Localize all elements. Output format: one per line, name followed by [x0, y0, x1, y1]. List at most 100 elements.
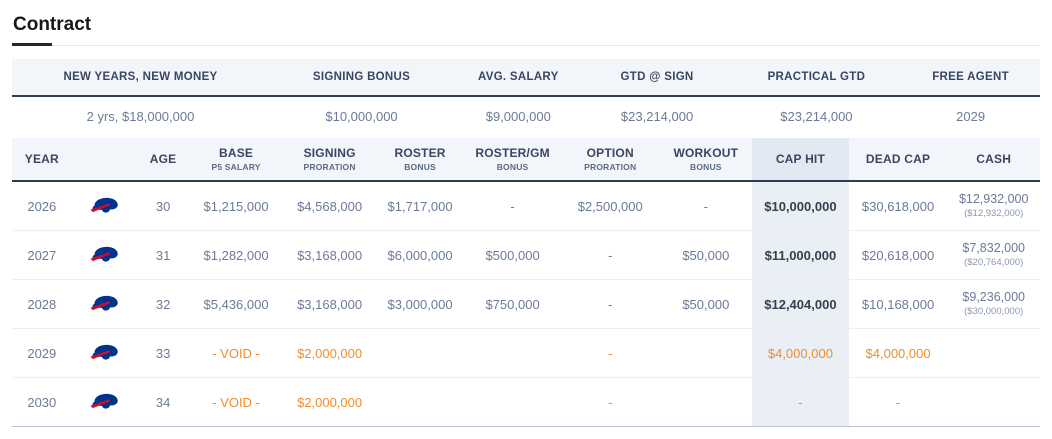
age-cell: 31 — [137, 230, 189, 280]
header-line2: PRORATION — [303, 162, 356, 172]
year-cell: 2028 — [12, 279, 72, 329]
option-cell: - — [560, 328, 660, 378]
summary-value-avg-salary: $9,000,000 — [485, 109, 551, 124]
col-header-cash: CASH — [947, 138, 1040, 182]
cash-cell: $7,832,000 ($20,764,000) — [947, 230, 1040, 280]
dead-cap-cell: $20,618,000 — [848, 230, 948, 280]
contract-row-2029: 2029 33- VOID - $2,000,000 - $4,000,000 $4,0… — [12, 328, 1040, 378]
roster-cell: $6,000,000 — [375, 230, 465, 280]
cash-value: $9,236,000 — [962, 290, 1025, 305]
signing-cell: $2,000,000 — [283, 377, 376, 427]
col-header-workout: WORKOUT BONUS — [659, 138, 753, 182]
summary-value-gtd-sign: $23,214,000 — [620, 109, 694, 124]
team-cell — [71, 230, 138, 280]
dead-cap-cell: $10,168,000 — [848, 279, 948, 329]
workout-cell: $50,000 — [659, 279, 753, 329]
page-title: Contract — [13, 14, 92, 35]
roster-cell: $3,000,000 — [375, 279, 465, 329]
header-line1: WORKOUT — [673, 146, 739, 160]
workout-cell — [659, 377, 753, 427]
team-cell — [71, 279, 138, 329]
col-header-year: YEAR — [12, 138, 72, 182]
cash-cell — [947, 328, 1040, 378]
team-cell — [71, 377, 138, 427]
base-cell: $1,215,000 — [188, 181, 284, 231]
cap-hit-cell: $12,404,000 — [752, 279, 849, 329]
cash-value: $7,832,000 — [962, 241, 1025, 256]
roster-cell: $1,717,000 — [375, 181, 465, 231]
cash-subvalue: ($12,932,000) — [964, 208, 1024, 220]
contract-row-2026: 2026 30 $1,215,000 $4,568,000 $1,717,000- $2… — [12, 181, 1040, 231]
base-cell: $1,282,000 — [188, 230, 284, 280]
summary-header-avg-salary: AVG. SALARY — [454, 59, 583, 97]
header-line1: ROSTER/GM — [475, 146, 550, 160]
workout-cell: - — [659, 181, 753, 231]
signing-cell: $2,000,000 — [283, 328, 376, 378]
signing-cell: $3,168,000 — [283, 230, 376, 280]
cap-hit-cell: $11,000,000 — [752, 230, 849, 280]
title-underline — [12, 43, 1040, 46]
summary-header-practical-gtd: PRACTICAL GTD — [731, 59, 902, 97]
year-cell: 2027 — [12, 230, 72, 280]
cash-cell — [947, 377, 1040, 427]
summary-value-row: 2 yrs, $18,000,000 $10,000,000 $9,000,000 $… — [12, 96, 1040, 136]
buffalo-bills-logo — [89, 393, 118, 409]
col-header-roster-gm: ROSTER/GM BONUS — [464, 138, 561, 182]
header-line2: PRORATION — [584, 162, 637, 172]
summary-value-signing-bonus: $10,000,000 — [325, 109, 398, 124]
roster-gm-cell — [464, 377, 561, 427]
buffalo-bills-logo — [89, 344, 118, 360]
header-line1: DEAD CAP — [865, 152, 931, 166]
cap-hit-cell: $4,000,000 — [752, 328, 849, 378]
col-header-team — [71, 138, 138, 182]
contract-rows: 2026 30 $1,215,000 $4,568,000 $1,717,000- $2… — [12, 181, 1040, 427]
col-header-age: AGE — [137, 138, 189, 182]
team-cell — [71, 181, 138, 231]
header-line1: BASE — [218, 146, 254, 160]
header-line1: ROSTER — [394, 146, 446, 160]
buffalo-bills-logo — [89, 246, 118, 262]
roster-gm-cell — [464, 328, 561, 378]
contract-row-2028: 2028 32 $5,436,000 $3,168,000 $3,000,000 $75… — [12, 279, 1040, 329]
cash-subvalue: ($20,764,000) — [964, 257, 1024, 269]
team-cell — [71, 328, 138, 378]
header-line1: CASH — [976, 152, 1012, 166]
cash-cell: $12,932,000 ($12,932,000) — [947, 181, 1040, 231]
summary-value-new-years-new-money: 2 yrs, $18,000,000 — [86, 109, 195, 124]
col-header-cap-hit: CAP HIT — [752, 138, 849, 182]
buffalo-bills-logo — [89, 197, 118, 213]
summary-value-free-agent: 2029 — [956, 109, 986, 124]
workout-cell — [659, 328, 753, 378]
option-cell: - — [560, 230, 660, 280]
year-cell: 2030 — [12, 377, 72, 427]
roster-gm-cell: $750,000 — [464, 279, 561, 329]
summary-header-signing-bonus: SIGNING BONUS — [269, 59, 455, 97]
buffalo-bills-logo — [89, 295, 118, 311]
dead-cap-cell: $30,618,000 — [848, 181, 948, 231]
summary-header-gtd-sign: GTD @ SIGN — [582, 59, 732, 97]
workout-cell: $50,000 — [659, 230, 753, 280]
header-line1: YEAR — [24, 152, 59, 166]
summary-header-free-agent: FREE AGENT — [901, 59, 1040, 97]
roster-gm-cell: $500,000 — [464, 230, 561, 280]
col-header-base: BASE P5 SALARY — [188, 138, 284, 182]
contract-row-2030: 2030 34- VOID - $2,000,000- - - — [12, 377, 1040, 427]
option-cell: $2,500,000 — [560, 181, 660, 231]
roster-gm-cell: - — [464, 181, 561, 231]
cap-hit-cell: - — [752, 377, 849, 427]
summary-value-practical-gtd: $23,214,000 — [780, 109, 853, 124]
cash-subvalue: ($30,000,000) — [964, 306, 1024, 318]
header-line1: AGE — [149, 152, 177, 166]
col-header-signing: SIGNING PRORATION — [283, 138, 376, 182]
summary-header-new-years-new-money: NEW YEARS, NEW MONEY — [12, 59, 269, 97]
cash-value: $12,932,000 — [958, 192, 1029, 207]
header-line1: CAP HIT — [775, 152, 825, 166]
summary-header-row: NEW YEARS, NEW MONEY SIGNING BONUS AVG. SA… — [12, 59, 1040, 97]
col-header-roster: ROSTER BONUS — [375, 138, 465, 182]
year-cell: 2029 — [12, 328, 72, 378]
cash-cell: $9,236,000 ($30,000,000) — [947, 279, 1040, 329]
base-cell: $5,436,000 — [188, 279, 284, 329]
header-line1: SIGNING — [303, 146, 356, 160]
option-cell: - — [560, 279, 660, 329]
